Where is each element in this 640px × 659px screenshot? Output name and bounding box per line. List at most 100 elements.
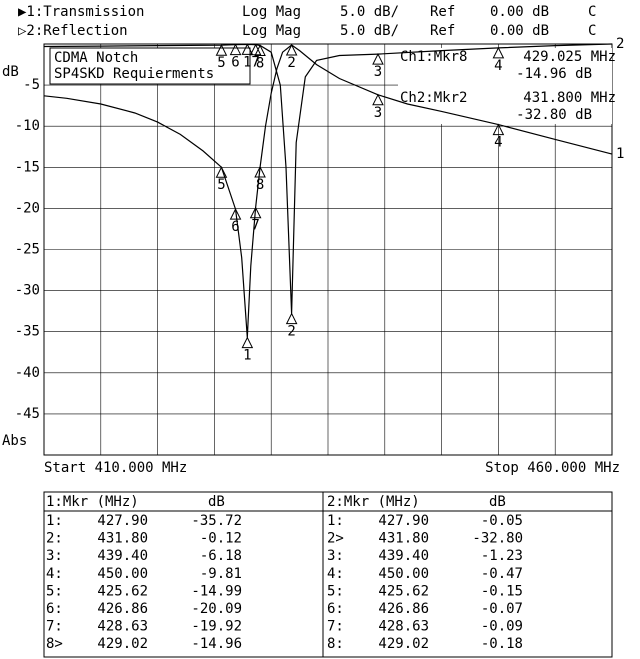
- y-bottom-label: Abs: [2, 433, 27, 449]
- marker: [254, 165, 266, 178]
- marker: [241, 336, 254, 349]
- table-cell: -19.92: [191, 619, 242, 635]
- table-cell: 8:: [327, 636, 344, 652]
- marker: [229, 208, 242, 220]
- marker-id: 8: [256, 55, 264, 71]
- table-cell: 3:: [327, 548, 344, 564]
- annotation: SP4SKD Requierments: [54, 66, 214, 82]
- stop-label: Stop 460.000 MHz: [485, 460, 620, 476]
- header-text: Log Mag: [242, 4, 301, 20]
- table-cell: 4:: [327, 566, 344, 582]
- table-cell: -0.12: [200, 531, 242, 547]
- readout-box: [398, 48, 612, 124]
- marker-id: 1: [243, 348, 251, 364]
- table-cell: 1:: [46, 513, 63, 529]
- header-text: Log Mag: [242, 23, 301, 39]
- header-text: Ref: [430, 4, 455, 20]
- table-header: dB: [489, 494, 506, 510]
- start-label: Start 410.000 MHz: [44, 460, 187, 476]
- table-cell: -0.05: [481, 513, 523, 529]
- trace-label: 2: [616, 36, 624, 52]
- y-tick-label: -40: [15, 365, 40, 381]
- annotation: CDMA Notch: [54, 50, 138, 66]
- marker: [285, 312, 298, 325]
- y-tick-label: -10: [15, 118, 40, 134]
- readout-freq: 429.025 MHz: [523, 49, 616, 65]
- annotation-box: [49, 47, 251, 85]
- marker-id: 4: [494, 58, 502, 74]
- header-text: 5.0 dB/: [340, 23, 399, 39]
- readout-value: -14.96 dB: [516, 66, 592, 82]
- table-cell: 7:: [327, 619, 344, 635]
- table-cell: 428.63: [378, 619, 429, 635]
- table-cell: 431.80: [378, 531, 429, 547]
- header-text: Ref: [430, 23, 455, 39]
- table-cell: 429.02: [97, 636, 148, 652]
- marker: [215, 166, 228, 178]
- y-tick-label: -25: [15, 242, 40, 258]
- marker: [492, 46, 505, 59]
- trace: [43, 44, 613, 338]
- table-cell: 439.40: [97, 548, 148, 564]
- table-cell: 450.00: [378, 566, 429, 582]
- header-text: 0.00 dB: [490, 4, 549, 20]
- readout-value: -32.80 dB: [516, 107, 592, 123]
- y-tick-label: -30: [15, 283, 40, 299]
- readout-label: Ch2:Mkr2: [400, 90, 467, 106]
- marker: [372, 93, 384, 106]
- header-text: C: [588, 4, 596, 20]
- marker-id: 3: [374, 105, 382, 121]
- marker-id: 4: [494, 135, 502, 151]
- table-cell: 431.80: [97, 531, 148, 547]
- marker: [285, 43, 298, 56]
- table-cell: -14.99: [191, 583, 242, 599]
- table-header: dB: [208, 494, 225, 510]
- table-cell: -32.80: [472, 531, 523, 547]
- trace: [43, 43, 613, 314]
- table-frame: [43, 491, 613, 658]
- marker: [254, 44, 266, 56]
- table-cell: 3:: [46, 548, 63, 564]
- table-cell: 427.90: [378, 513, 429, 529]
- y-unit-label: dB: [2, 64, 19, 80]
- header-text: 5.0 dB/: [340, 4, 399, 20]
- table-cell: 426.86: [378, 601, 429, 617]
- table-cell: 6:: [327, 601, 344, 617]
- readout-label: Ch1:Mkr8: [400, 49, 467, 65]
- marker-id: 5: [217, 55, 225, 71]
- marker-id: 8: [256, 177, 264, 193]
- marker: [492, 123, 505, 136]
- table-cell: 6:: [46, 601, 63, 617]
- header-text: ▶1:Transmission: [18, 4, 144, 20]
- table-header: 1:Mkr (MHz): [46, 494, 139, 510]
- table-cell: -35.72: [191, 513, 242, 529]
- table-cell: -6.18: [200, 548, 242, 564]
- y-tick-label: -20: [15, 200, 40, 216]
- table-cell: 4:: [46, 566, 63, 582]
- marker-id: 2: [287, 55, 295, 71]
- trace-label: 1: [616, 146, 624, 162]
- table-cell: 2:: [46, 531, 63, 547]
- table-cell: 439.40: [378, 548, 429, 564]
- marker: [372, 52, 384, 65]
- header-text: 0.00 dB: [490, 23, 549, 39]
- table-cell: 5:: [46, 583, 63, 599]
- table-cell: 5:: [327, 583, 344, 599]
- y-tick-label: -45: [15, 406, 40, 422]
- table-cell: 8>: [46, 636, 63, 652]
- marker-id: 7: [251, 218, 259, 234]
- table-cell: 426.86: [97, 601, 148, 617]
- table-cell: -0.09: [481, 619, 523, 635]
- y-tick-label: -35: [15, 324, 40, 340]
- marker-id: 1: [243, 54, 251, 70]
- table-cell: -0.47: [481, 566, 523, 582]
- table-cell: -0.15: [481, 583, 523, 599]
- table-cell: -0.07: [481, 601, 523, 617]
- table-cell: 7:: [46, 619, 63, 635]
- table-cell: 425.62: [97, 583, 148, 599]
- table-header: 2:Mkr (MHz): [327, 494, 420, 510]
- table-cell: -20.09: [191, 601, 242, 617]
- marker: [229, 43, 242, 56]
- marker-id: 7: [251, 55, 259, 71]
